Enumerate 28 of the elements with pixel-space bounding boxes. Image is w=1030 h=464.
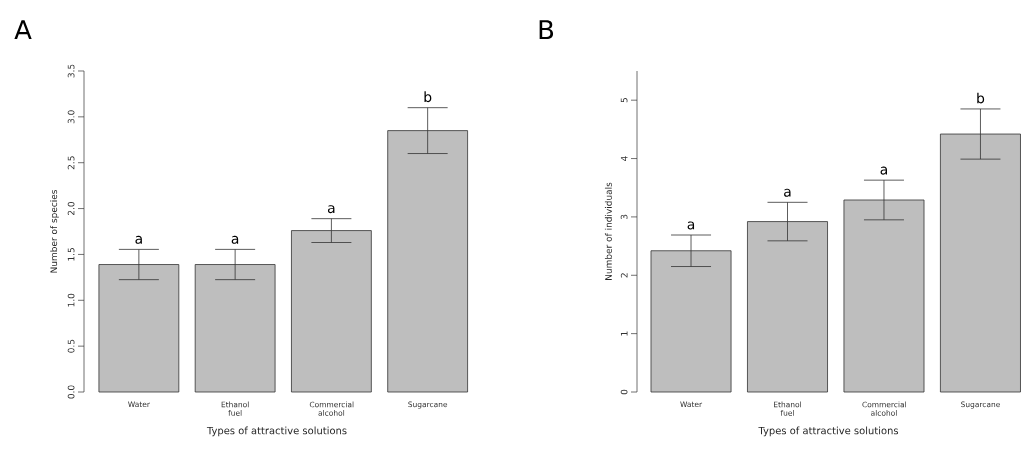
annotation: a [687, 221, 695, 230]
y-tick-label: 3 [620, 214, 628, 220]
y-tick-label: 1.0 [67, 293, 75, 307]
y-tick-label: 4 [620, 156, 628, 161]
y-tick-label: 1 [620, 331, 628, 336]
y-tick-label: 5 [620, 98, 628, 103]
y-tick-label: 0.0 [67, 385, 75, 399]
annotation: b [424, 91, 432, 103]
x-axis-title: Types of attractive solutions [758, 426, 899, 437]
y-tick-label: 2 [620, 273, 628, 278]
y-axis-title: Number of species [50, 190, 59, 273]
chart-title: B [539, 20, 554, 40]
y-axis-title: Number of individuals [604, 182, 612, 280]
annotation: a [231, 235, 239, 244]
annotation: a [327, 205, 335, 214]
annotation: a [784, 188, 791, 197]
y-tick-label: 0 [620, 389, 628, 395]
y-tick-label: 3.5 [67, 64, 75, 78]
y-tick-label: 1.5 [67, 248, 75, 261]
y-tick-label: 2.5 [67, 156, 75, 170]
annotation: a [880, 166, 887, 175]
y-tick-label: 2.0 [67, 202, 75, 216]
chart-title: A [14, 20, 32, 40]
annotation: b [977, 92, 985, 104]
y-tick-label: 0.5 [67, 339, 75, 353]
annotation: a [135, 235, 142, 244]
x-axis-title: Types of attractive solutions [206, 426, 347, 437]
y-tick-label: 3.0 [67, 110, 75, 124]
